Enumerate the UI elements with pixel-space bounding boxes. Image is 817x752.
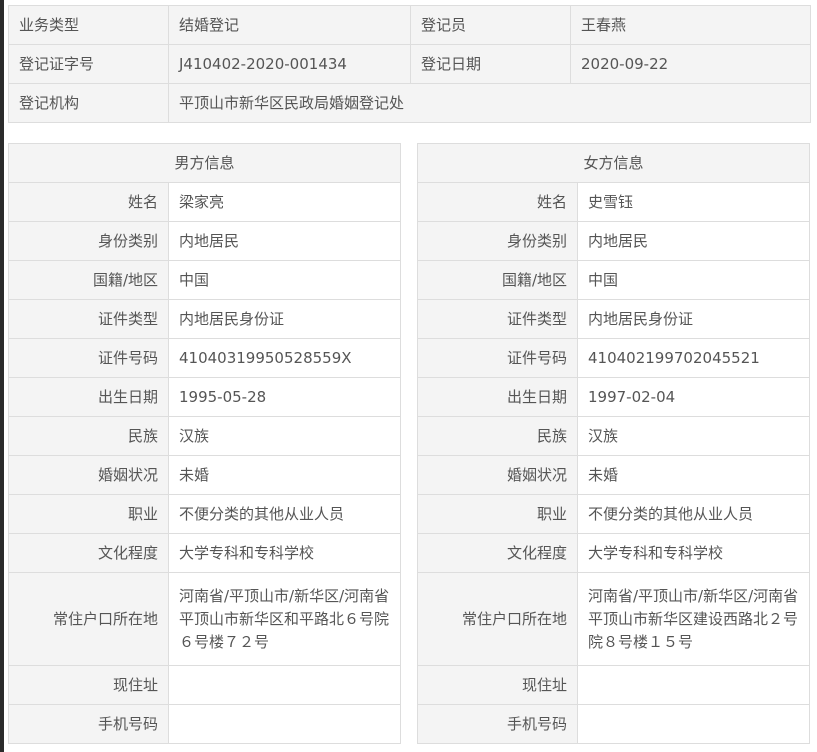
field-value: 内地居民 [577,221,810,261]
field-value: 中国 [577,260,810,300]
field-value [168,704,401,744]
field-label: 出生日期 [417,377,578,417]
field-value: 汉族 [168,416,401,456]
registration-table: 业务类型 结婚登记 登记员 王春燕 登记证字号 J410402-2020-001… [8,5,811,123]
table-row: 证件类型 内地居民身份证 [417,299,810,339]
table-row: 证件号码 410402199702045521 [417,338,810,378]
field-value: 河南省/平顶山市/新华区/河南省平顶山市新华区和平路北６号院６号楼７２号 [168,572,401,666]
field-label: 姓名 [417,182,578,222]
registrar-label: 登记员 [410,5,571,45]
field-value: 汉族 [577,416,810,456]
field-value: 大学专科和专科学校 [168,533,401,573]
field-label: 现住址 [8,665,169,705]
table-row: 常住户口所在地 河南省/平顶山市/新华区/河南省平顶山市新华区和平路北６号院６号楼… [8,572,401,666]
table-row: 身份类别 内地居民 [417,221,810,261]
field-label: 证件号码 [8,338,169,378]
table-row: 男方信息 [8,143,401,183]
field-label: 民族 [417,416,578,456]
field-value: 1995-05-28 [168,377,401,417]
field-label: 国籍/地区 [8,260,169,300]
field-value: 大学专科和专科学校 [577,533,810,573]
field-label: 证件号码 [417,338,578,378]
field-label: 现住址 [417,665,578,705]
field-label: 文化程度 [417,533,578,573]
table-row: 登记机构 平顶山市新华区民政局婚姻登记处 [8,83,811,123]
field-value: 中国 [168,260,401,300]
table-row: 手机号码 [417,704,810,744]
male-info-table: 男方信息 姓名 梁家亮 身份类别 内地居民 国籍/地区 中国 证件类型 内地居民身份证 证件号码 4… [8,143,401,744]
table-row: 婚姻状况 未婚 [417,455,810,495]
table-row: 民族 汉族 [417,416,810,456]
table-row: 姓名 史雪钰 [417,182,810,222]
window-edge [0,0,4,752]
field-label: 文化程度 [8,533,169,573]
table-row: 出生日期 1997-02-04 [417,377,810,417]
field-label: 出生日期 [8,377,169,417]
field-value: 未婚 [168,455,401,495]
field-value [577,665,810,705]
table-row: 女方信息 [417,143,810,183]
field-value: 内地居民 [168,221,401,261]
table-row: 国籍/地区 中国 [417,260,810,300]
field-value: 1997-02-04 [577,377,810,417]
field-label: 常住户口所在地 [417,572,578,666]
cert-no-label: 登记证字号 [8,44,169,84]
business-type-label: 业务类型 [8,5,169,45]
field-label: 民族 [8,416,169,456]
table-row: 姓名 梁家亮 [8,182,401,222]
female-info-table: 女方信息 姓名 史雪钰 身份类别 内地居民 国籍/地区 中国 证件类型 内地居民身份证 证件号码 4… [417,143,810,744]
table-row: 国籍/地区 中国 [8,260,401,300]
field-label: 姓名 [8,182,169,222]
field-label: 婚姻状况 [417,455,578,495]
table-row: 常住户口所在地 河南省/平顶山市/新华区/河南省平顶山市新华区建设西路北２号院８号… [417,572,810,666]
section-title: 女方信息 [417,143,810,183]
field-value: 史雪钰 [577,182,810,222]
section-title: 男方信息 [8,143,401,183]
office-label: 登记机构 [8,83,169,123]
table-row: 现住址 [8,665,401,705]
field-value: 不便分类的其他从业人员 [168,494,401,534]
table-row: 职业 不便分类的其他从业人员 [417,494,810,534]
field-label: 证件类型 [417,299,578,339]
field-value: 梁家亮 [168,182,401,222]
field-label: 职业 [8,494,169,534]
field-label: 常住户口所在地 [8,572,169,666]
field-value: 河南省/平顶山市/新华区/河南省平顶山市新华区建设西路北２号院８号楼１５号 [577,572,810,666]
field-value [168,665,401,705]
field-label: 身份类别 [8,221,169,261]
field-label: 职业 [417,494,578,534]
field-value: 不便分类的其他从业人员 [577,494,810,534]
table-row: 身份类别 内地居民 [8,221,401,261]
registrar-value: 王春燕 [570,5,811,45]
field-label: 身份类别 [417,221,578,261]
field-value: 内地居民身份证 [577,299,810,339]
table-row: 出生日期 1995-05-28 [8,377,401,417]
field-label: 手机号码 [8,704,169,744]
field-label: 手机号码 [417,704,578,744]
table-row: 手机号码 [8,704,401,744]
field-label: 国籍/地区 [417,260,578,300]
table-row: 业务类型 结婚登记 登记员 王春燕 [8,5,811,45]
table-row: 文化程度 大学专科和专科学校 [417,533,810,573]
date-value: 2020-09-22 [570,44,811,84]
table-row: 文化程度 大学专科和专科学校 [8,533,401,573]
table-row: 职业 不便分类的其他从业人员 [8,494,401,534]
table-row: 现住址 [417,665,810,705]
field-value: 内地居民身份证 [168,299,401,339]
table-row: 婚姻状况 未婚 [8,455,401,495]
business-type-value: 结婚登记 [168,5,411,45]
date-label: 登记日期 [410,44,571,84]
field-value: 未婚 [577,455,810,495]
field-value: 410402199702045521 [577,338,810,378]
table-row: 民族 汉族 [8,416,401,456]
field-label: 婚姻状况 [8,455,169,495]
table-row: 证件类型 内地居民身份证 [8,299,401,339]
table-row: 证件号码 41040319950528559X [8,338,401,378]
field-value [577,704,810,744]
office-value: 平顶山市新华区民政局婚姻登记处 [168,83,811,123]
table-row: 登记证字号 J410402-2020-001434 登记日期 2020-09-2… [8,44,811,84]
field-label: 证件类型 [8,299,169,339]
cert-no-value: J410402-2020-001434 [168,44,411,84]
field-value: 41040319950528559X [168,338,401,378]
